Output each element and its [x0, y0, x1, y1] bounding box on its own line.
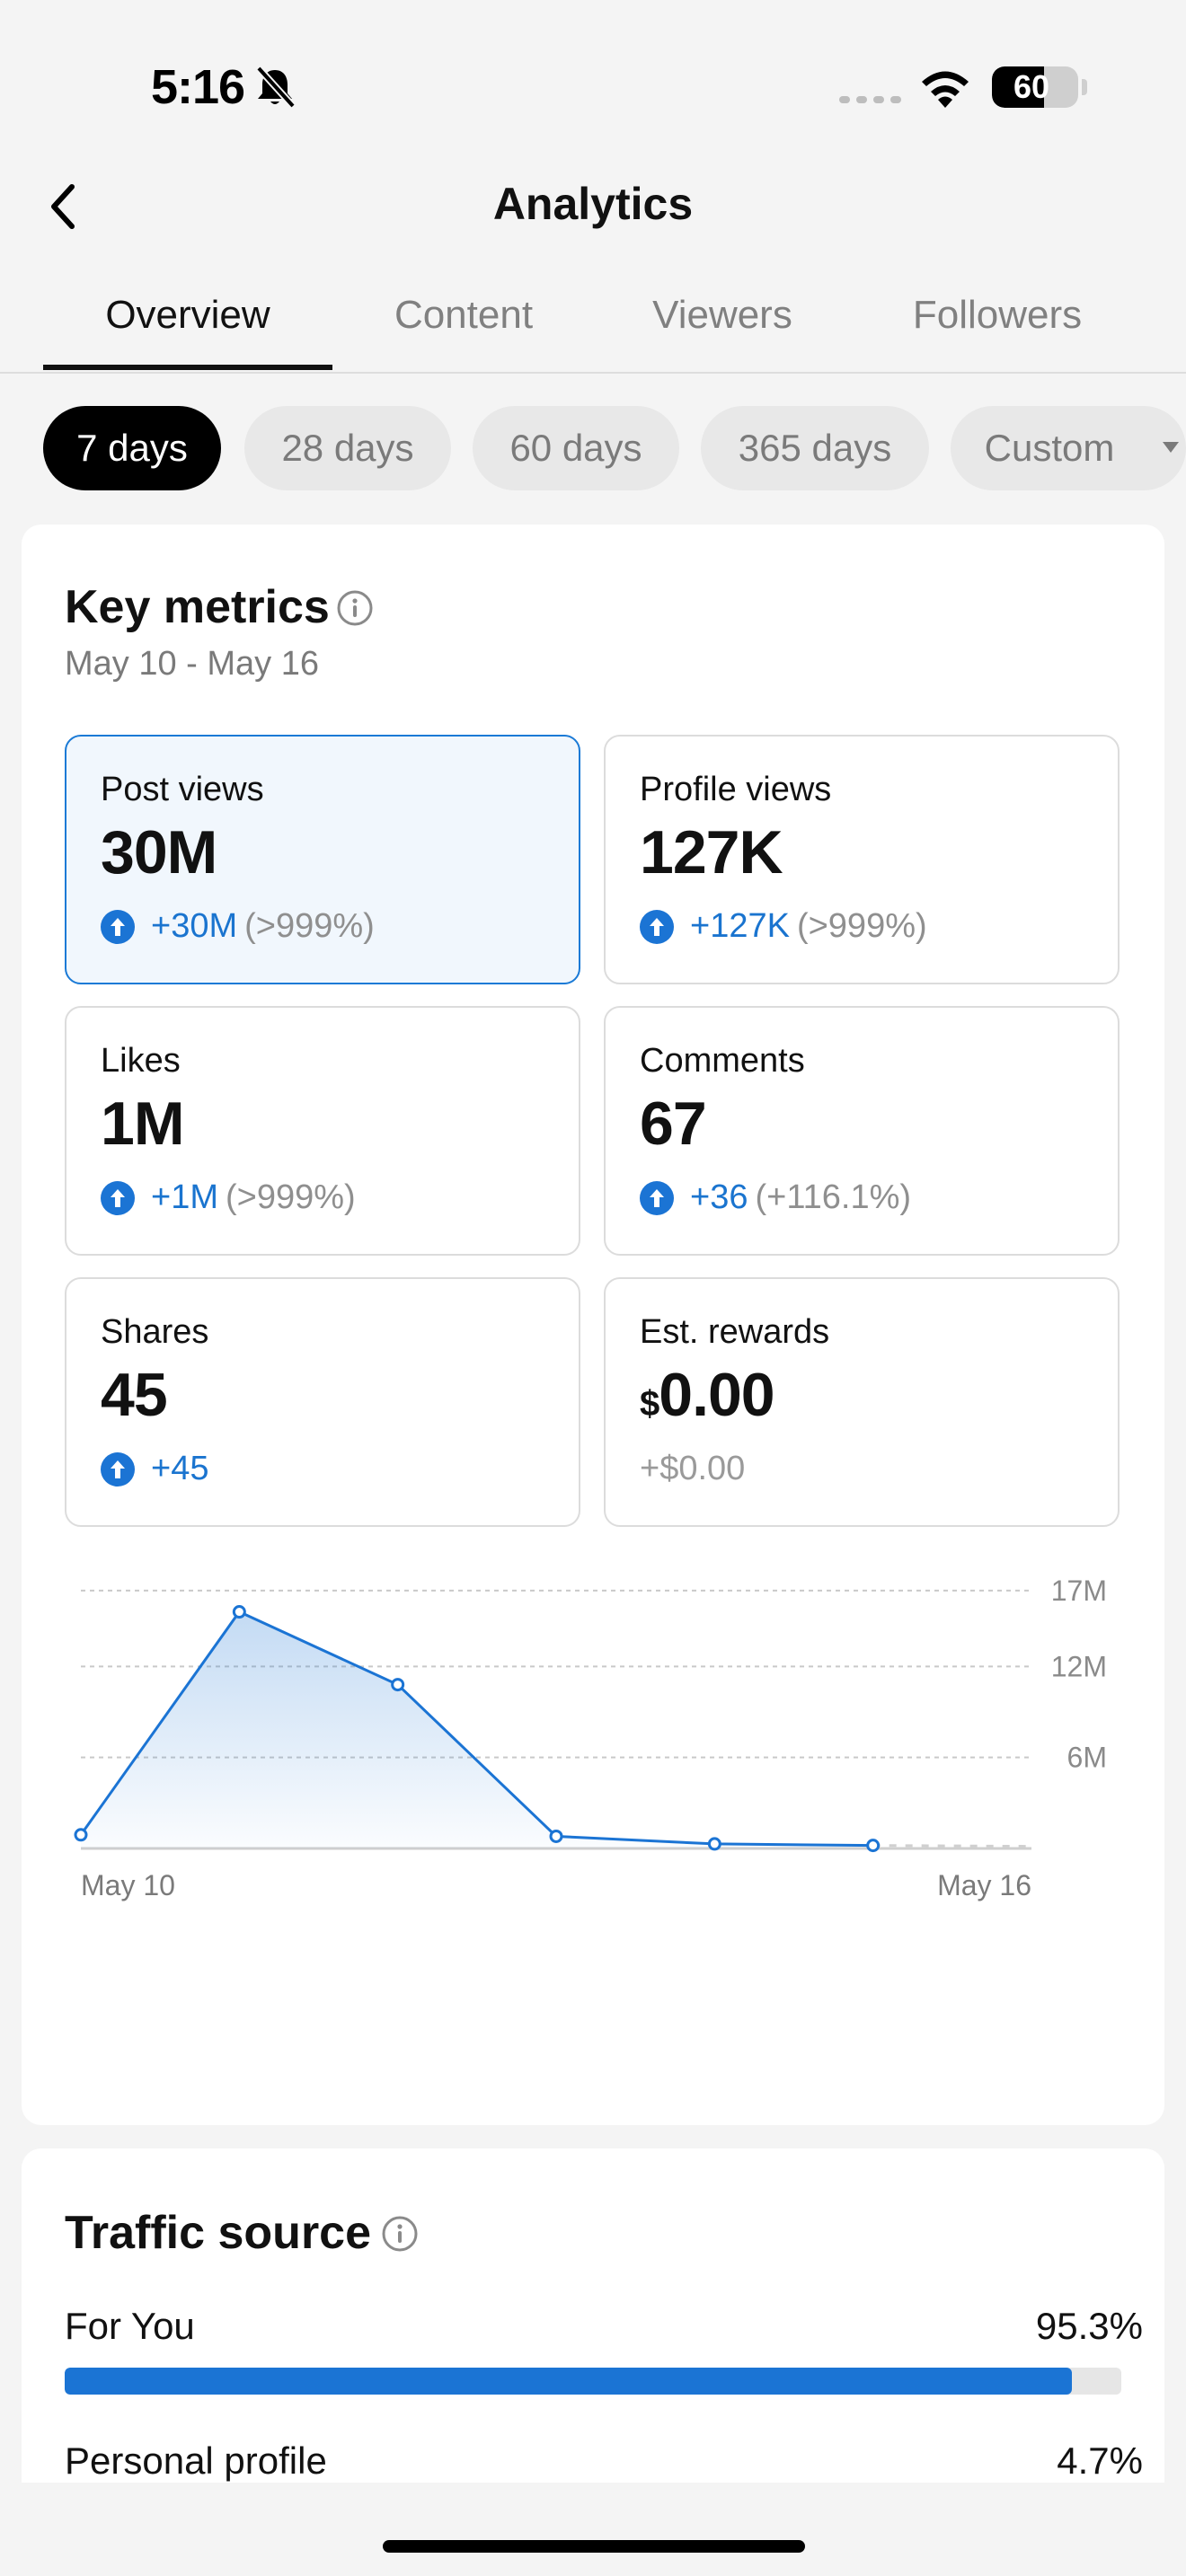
chart-pending-segment — [872, 1844, 1032, 1848]
chart-y-tick-label: 12M — [1051, 1650, 1107, 1682]
metric-label: Shares — [101, 1313, 209, 1351]
info-icon[interactable] — [381, 2215, 419, 2253]
metric-label: Comments — [640, 1042, 805, 1080]
tab-content[interactable]: Content — [394, 293, 534, 337]
metric-est-rewards[interactable]: Est. rewards $0.00 +$0.00 — [604, 1277, 1120, 1527]
traffic-bar-track — [65, 2368, 1121, 2395]
chart-y-tick-label: 17M — [1051, 1575, 1107, 1607]
metric-value: 30M — [101, 818, 217, 887]
metric-value: 1M — [101, 1090, 184, 1158]
nav-header: Analytics — [0, 162, 1186, 251]
traffic-bar-fill — [65, 2368, 1072, 2395]
chip-60-days[interactable]: 60 days — [473, 406, 679, 490]
wifi-icon — [922, 71, 969, 108]
metric-pct: (>999%) — [244, 907, 375, 945]
arrow-up-circle-icon — [640, 1180, 674, 1215]
tab-overview[interactable]: Overview — [105, 293, 270, 337]
tab-bar: Overview Content Viewers Followers — [0, 269, 1186, 374]
chevron-left-icon — [51, 184, 75, 229]
chip-7-days[interactable]: 7 days — [43, 406, 221, 490]
chart-point — [866, 1839, 881, 1853]
metric-change: +127K (>999%) — [640, 907, 927, 946]
metric-value: 67 — [640, 1090, 707, 1158]
tab-viewers[interactable]: Viewers — [652, 293, 792, 337]
metric-change: +30M (>999%) — [101, 907, 375, 946]
bottom-safe-area — [0, 2483, 1186, 2576]
traffic-source-title: Traffic source — [65, 2207, 372, 2259]
metric-label: Profile views — [640, 771, 832, 808]
arrow-up-circle-icon — [101, 909, 135, 944]
metric-post-views[interactable]: Post views 30M +30M (>999%) — [65, 735, 580, 984]
metric-value-amount: 0.00 — [659, 1361, 774, 1429]
chart-area — [81, 1611, 873, 1848]
metric-delta: +$0.00 — [640, 1450, 746, 1487]
chart-x-tick-label: May 10 — [81, 1869, 175, 1901]
metric-delta: +1M — [151, 1178, 218, 1216]
chip-custom-label: Custom — [984, 427, 1115, 469]
date-range: May 10 - May 16 — [65, 645, 319, 683]
chart-series-line — [79, 1610, 873, 1848]
traffic-row-pct: 4.7% — [1057, 2439, 1143, 2482]
battery-indicator: 60 — [992, 66, 1078, 108]
metric-label: Likes — [101, 1042, 181, 1080]
metric-pct: (>999%) — [796, 907, 927, 945]
key-metrics-card: Key metrics May 10 - May 16 Post views 3… — [22, 525, 1164, 2125]
currency-symbol: $ — [640, 1384, 659, 1424]
active-tab-indicator — [43, 365, 332, 370]
chart-point — [707, 1837, 721, 1851]
chart-y-tick-label: 6M — [1067, 1742, 1107, 1774]
bell-slash-icon — [256, 66, 296, 109]
chip-365-days[interactable]: 365 days — [701, 406, 929, 490]
arrow-up-circle-icon — [101, 1180, 135, 1215]
tab-followers[interactable]: Followers — [912, 293, 1083, 337]
metric-pct: (>999%) — [225, 1178, 356, 1216]
date-range-chips: 7 days 28 days 60 days 365 days Custom — [43, 406, 1186, 490]
metric-change: +36 (+116.1%) — [640, 1178, 911, 1217]
battery-text: 60 — [1013, 68, 1050, 105]
metric-value: $0.00 — [640, 1360, 775, 1430]
status-time: 5:16 — [151, 60, 245, 114]
metric-change: +1M (>999%) — [101, 1178, 356, 1217]
metric-change: +$0.00 — [640, 1450, 745, 1488]
arrow-up-circle-icon — [101, 1451, 135, 1486]
chart-point — [549, 1829, 563, 1843]
battery-fill — [992, 66, 1044, 108]
page-title: Analytics — [492, 179, 694, 229]
info-icon[interactable] — [336, 589, 374, 627]
traffic-row-label: For You — [65, 2305, 195, 2347]
metric-delta: +36 — [690, 1178, 748, 1216]
metric-pct: (+116.1%) — [755, 1178, 912, 1216]
battery-nub — [1082, 79, 1087, 95]
chart-point — [232, 1605, 246, 1619]
chip-custom[interactable]: Custom — [951, 406, 1186, 490]
traffic-source-card: Traffic source For You 95.3% Personal pr… — [22, 2148, 1164, 2526]
traffic-row-pct: 95.3% — [1035, 2305, 1143, 2347]
metric-value: 45 — [101, 1361, 168, 1429]
metric-likes[interactable]: Likes 1M +1M (>999%) — [65, 1006, 580, 1256]
post-views-chart: 6M 12M 17M May 10 May 16 — [74, 1575, 1107, 1901]
metric-delta: +127K — [690, 907, 790, 945]
key-metrics-title: Key metrics — [65, 581, 330, 633]
metric-shares[interactable]: Shares 45 +45 — [65, 1277, 580, 1527]
cellular-signal-icon — [839, 96, 901, 103]
metric-change: +45 — [101, 1450, 208, 1488]
metric-profile-views[interactable]: Profile views 127K +127K (>999%) — [604, 735, 1120, 984]
status-bar: 5:16 60 — [0, 0, 1186, 171]
metric-value: 127K — [640, 818, 783, 887]
arrow-up-circle-icon — [640, 909, 674, 944]
metric-comments[interactable]: Comments 67 +36 (+116.1%) — [604, 1006, 1120, 1256]
chart-point — [74, 1828, 88, 1842]
metric-label: Est. rewards — [640, 1313, 830, 1351]
chart-point — [391, 1678, 405, 1692]
chip-28-days[interactable]: 28 days — [244, 406, 451, 490]
metric-label: Post views — [101, 771, 264, 808]
metric-delta: +30M — [151, 907, 238, 945]
traffic-row-label: Personal profile — [65, 2439, 327, 2482]
caret-down-icon — [1163, 442, 1179, 453]
chart-x-tick-label: May 16 — [937, 1869, 1031, 1901]
home-indicator[interactable] — [383, 2540, 805, 2553]
back-button[interactable] — [36, 171, 90, 243]
metric-delta: +45 — [151, 1450, 209, 1487]
